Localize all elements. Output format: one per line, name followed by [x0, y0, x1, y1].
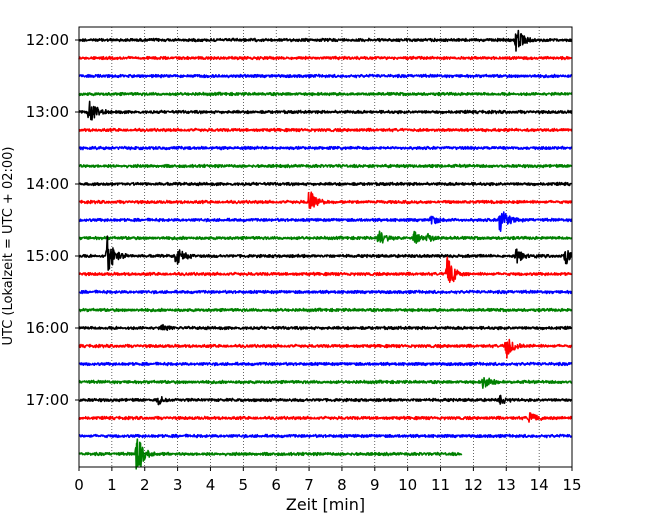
x-axis: 0 1 2 3 4 5 6 7 8 9 10 11 12 13 14 15	[74, 467, 582, 494]
x-tick-label: 10	[398, 476, 417, 494]
trace-1415	[78, 191, 573, 210]
trace-1330	[78, 145, 573, 151]
trace-1545	[78, 307, 573, 313]
trace-1245	[78, 91, 573, 97]
y-tick-label: 16:00	[26, 319, 69, 337]
x-axis-label: Zeit [min]	[286, 495, 365, 514]
x-tick-label: 12	[464, 476, 483, 494]
x-tick-label: 3	[173, 476, 183, 494]
plot-frame	[78, 26, 573, 468]
y-tick-label: 14:00	[26, 175, 69, 193]
x-tick-label: 1	[107, 476, 117, 494]
trace-1615	[78, 338, 573, 359]
x-tick-label: 11	[431, 476, 450, 494]
x-tick-label: 5	[239, 476, 249, 494]
x-tick-label: 9	[370, 476, 380, 494]
x-tick-label: 14	[530, 476, 549, 494]
trace-1215	[78, 55, 573, 61]
x-tick-label: 2	[140, 476, 150, 494]
trace-1715	[78, 412, 573, 423]
vertical-grid	[111, 27, 540, 467]
x-tick-label: 7	[304, 476, 314, 494]
trace-1530	[78, 289, 573, 295]
y-axis: 12:00 13:00 14:00 15:00 16:00 17:00	[26, 31, 79, 409]
trace-1230	[78, 73, 573, 79]
trace-1315	[78, 127, 573, 133]
trace-1700	[78, 394, 573, 406]
y-tick-label: 15:00	[26, 247, 69, 265]
trace-1600	[78, 323, 573, 331]
trace-1515	[78, 256, 573, 284]
x-tick-label: 13	[497, 476, 516, 494]
x-tick-label: 4	[206, 476, 216, 494]
trace-layer	[78, 29, 573, 470]
x-tick-label: 0	[74, 476, 84, 494]
x-tick-label: 15	[562, 476, 581, 494]
trace-1645	[78, 377, 573, 389]
x-tick-label: 8	[337, 476, 347, 494]
trace-1300	[78, 100, 573, 121]
y-axis-label: UTC (Lokalzeit = UTC + 02:00)	[1, 147, 16, 346]
trace-1730	[78, 433, 573, 439]
x-tick-label: 6	[271, 476, 281, 494]
trace-1630	[78, 361, 573, 367]
trace-1500	[78, 235, 573, 271]
trace-1745	[78, 438, 463, 470]
y-tick-label: 12:00	[26, 31, 69, 49]
y-tick-label: 17:00	[26, 391, 69, 409]
trace-1430	[78, 211, 573, 233]
trace-1200	[78, 29, 573, 52]
y-tick-label: 13:00	[26, 103, 69, 121]
trace-1445	[78, 230, 573, 244]
trace-1400	[78, 181, 573, 187]
trace-1345	[78, 163, 573, 169]
